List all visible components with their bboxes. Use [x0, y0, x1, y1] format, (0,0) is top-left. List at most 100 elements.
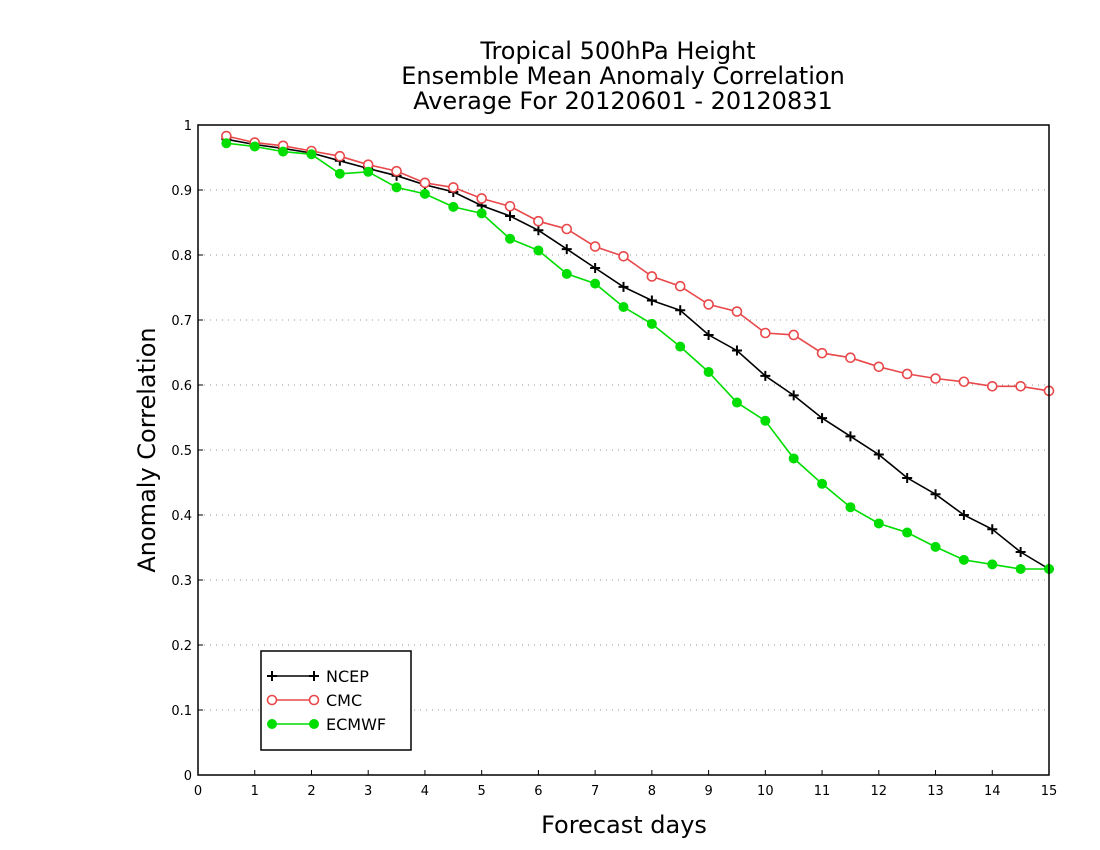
chart-title-line-2: Ensemble Mean Anomaly Correlation — [401, 62, 845, 90]
series-ecmwf — [221, 138, 1054, 574]
chart-title: Tropical 500hPa Height Ensemble Mean Ano… — [401, 37, 845, 115]
y-tick-label: 0.8 — [171, 249, 192, 264]
x-tick-label: 2 — [307, 784, 315, 799]
data-point — [267, 671, 277, 681]
x-tick-label: 11 — [814, 784, 831, 799]
data-point — [731, 345, 742, 356]
data-point — [391, 165, 402, 177]
data-point — [278, 146, 289, 157]
x-axis: 0 1 2 3 4 5 6 7 8 9 10 11 12 13 14 15 — [194, 770, 1057, 799]
chart-title-line-3: Average For 20120601 - 20120831 — [413, 87, 833, 115]
data-point — [703, 299, 714, 310]
x-tick-label: 13 — [927, 784, 944, 799]
x-tick-label: 10 — [757, 784, 774, 799]
data-point — [845, 502, 856, 513]
data-point — [618, 281, 629, 292]
data-point — [476, 208, 487, 219]
data-point — [760, 415, 771, 426]
x-tick-label: 6 — [534, 784, 542, 799]
chart-title-line-1: Tropical 500hPa Height — [479, 37, 755, 65]
data-point — [447, 182, 459, 193]
data-point — [902, 527, 913, 538]
data-point — [646, 271, 658, 282]
data-point — [958, 510, 969, 520]
data-point — [504, 200, 516, 212]
data-point — [266, 694, 278, 706]
data-point — [703, 367, 714, 377]
data-point — [958, 554, 969, 565]
data-point — [1015, 547, 1026, 558]
y-tick-label: 0.2 — [171, 639, 192, 654]
data-point — [533, 225, 544, 236]
data-point — [505, 211, 516, 221]
y-axis-title: Anomaly Correlation — [133, 327, 161, 572]
data-point — [646, 318, 657, 329]
series-layer — [221, 130, 1055, 574]
data-point — [590, 278, 601, 289]
x-tick-label: 12 — [871, 784, 888, 799]
data-point — [873, 518, 884, 529]
legend-label: NCEP — [326, 667, 369, 686]
y-tick-label: 1 — [184, 119, 192, 134]
y-tick-label: 0.1 — [171, 704, 192, 719]
data-point — [533, 215, 544, 227]
data-point — [448, 201, 459, 212]
grid-lines — [198, 189, 1049, 711]
data-point — [902, 472, 913, 483]
x-axis-title: Forecast days — [541, 811, 707, 839]
x-tick-label: 14 — [984, 784, 1001, 799]
data-point — [731, 306, 743, 317]
data-point — [675, 305, 686, 316]
y-tick-label: 0.5 — [171, 444, 192, 459]
series-line — [226, 138, 1050, 570]
data-point — [646, 295, 657, 306]
data-point — [986, 380, 998, 392]
data-point — [788, 329, 800, 341]
data-point — [589, 241, 601, 252]
data-point — [731, 397, 742, 408]
data-point — [987, 524, 998, 535]
y-axis: 0 0.1 0.2 0.3 0.4 0.5 0.6 0.7 0.8 0.9 1 — [171, 119, 203, 784]
data-point — [873, 449, 884, 460]
data-point — [987, 559, 998, 570]
legend-entry-ncep: NCEP — [267, 667, 369, 686]
data-point — [618, 302, 629, 312]
data-point — [221, 138, 232, 149]
data-point — [561, 244, 572, 255]
data-point — [930, 489, 941, 500]
data-point — [419, 177, 431, 189]
data-point — [267, 719, 277, 729]
legend-label: ECMWF — [326, 715, 386, 734]
y-tick-label: 0 — [184, 769, 192, 784]
data-point — [590, 263, 601, 273]
data-point — [674, 280, 686, 292]
data-point — [788, 453, 799, 464]
x-tick-label: 3 — [364, 784, 372, 799]
y-tick-label: 0.6 — [171, 379, 192, 394]
data-point — [249, 141, 260, 152]
legend: NCEP CMC ECMWF — [260, 650, 412, 751]
data-point — [930, 541, 941, 552]
data-point — [618, 250, 629, 262]
series-line — [226, 142, 1049, 570]
y-tick-label: 0.9 — [171, 184, 192, 199]
data-point — [476, 193, 487, 204]
legend-entry-ecmwf: ECMWF — [267, 715, 386, 734]
data-point — [760, 327, 771, 339]
data-point — [845, 352, 856, 364]
data-point — [675, 341, 686, 352]
data-point — [561, 223, 573, 235]
legend-entry-cmc: CMC — [266, 691, 362, 710]
data-point — [309, 671, 319, 681]
x-tick-label: 8 — [648, 784, 656, 799]
data-point — [419, 188, 430, 199]
data-point — [309, 719, 319, 729]
data-point — [561, 268, 572, 279]
data-point — [958, 376, 970, 388]
data-point — [334, 150, 346, 162]
legend-label: CMC — [326, 691, 362, 710]
series-line — [226, 135, 1050, 392]
data-point — [873, 361, 885, 373]
data-point — [334, 168, 345, 179]
